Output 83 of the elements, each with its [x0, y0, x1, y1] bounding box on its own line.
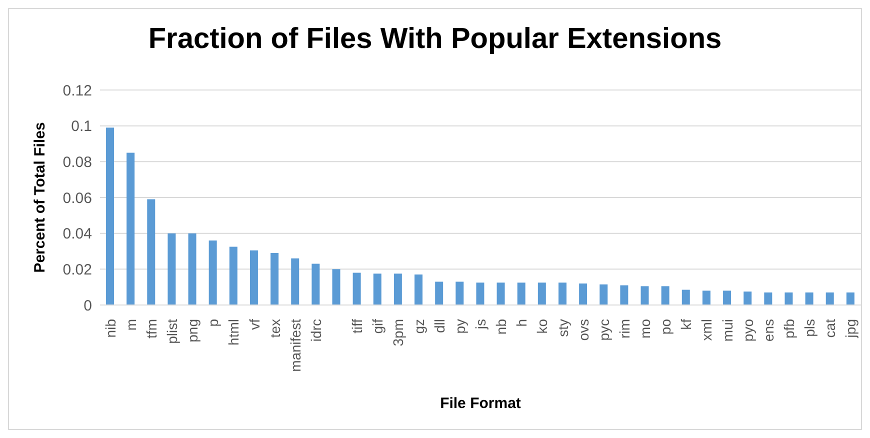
x-tick-label: gif [370, 318, 386, 334]
bar [579, 284, 588, 305]
bar [538, 282, 546, 305]
x-tick-label: kf [678, 318, 694, 330]
bar [620, 285, 628, 305]
bar [640, 286, 649, 305]
x-tick-label: p [205, 318, 222, 327]
x-tick-label: png [184, 319, 201, 342]
bar [126, 152, 135, 305]
x-tick-label: mui [719, 319, 736, 342]
bar [435, 282, 444, 305]
x-tick-label: dll [431, 319, 448, 334]
y-tick-label: 0.04 [62, 226, 92, 243]
x-tick-label: xml [698, 319, 715, 341]
bar [168, 233, 176, 305]
bar [805, 292, 814, 305]
bar [826, 292, 834, 305]
bar [600, 284, 608, 305]
bar [414, 274, 423, 305]
x-tick-label: mo [637, 318, 654, 338]
bar [373, 274, 382, 305]
bar [188, 233, 196, 305]
bar [764, 292, 772, 305]
bar [784, 292, 793, 305]
bar [702, 290, 710, 305]
x-tick-label: sty [554, 319, 571, 337]
bar [496, 282, 505, 305]
y-tick-label: 0.1 [71, 118, 92, 136]
x-tick-label: tex [266, 319, 283, 338]
y-tick-label: 0.06 [62, 190, 92, 207]
x-tick-label: nb [493, 318, 510, 335]
x-tick-label: manifest [287, 318, 304, 372]
x-tick-label: js [472, 319, 488, 330]
x-tick-label: m [122, 319, 139, 331]
bar [456, 282, 464, 305]
x-tick-label: nib [102, 318, 118, 338]
x-tick-label: html [226, 319, 242, 346]
bar [352, 272, 361, 305]
x-axis-title: File Format [439, 395, 522, 412]
bar [291, 258, 300, 305]
bar [558, 282, 566, 305]
bar [846, 292, 854, 305]
bar [208, 240, 217, 305]
y-axis-title: Percent of Total Files [31, 122, 48, 273]
bar [250, 250, 258, 305]
x-tick-label: tfm [143, 319, 160, 338]
bar [312, 264, 320, 305]
bar [106, 128, 114, 305]
chart-title: Fraction of Files With Popular Extensions [147, 23, 723, 56]
x-tick-label: idrc [308, 319, 324, 342]
x-tick-label: pyc [596, 319, 612, 341]
bar [147, 199, 156, 305]
bar [517, 282, 526, 305]
x-tick-label: po [658, 318, 674, 335]
y-tick-label: 0.12 [62, 82, 92, 100]
x-tick-label: plist [164, 318, 180, 344]
x-tick-label: jpg [842, 319, 859, 339]
x-tick-label: tiff [349, 318, 366, 334]
y-tick-label: 0.02 [62, 261, 92, 278]
x-tick-label: gz [410, 319, 427, 334]
x-tick-label: ovs [575, 319, 592, 341]
bar [661, 286, 670, 305]
bar [476, 282, 484, 305]
bar [744, 292, 752, 305]
x-tick-label: cat [822, 318, 838, 338]
x-tick-label: 3pm [390, 319, 406, 346]
bar [682, 290, 690, 305]
x-tick-label: pyo [740, 318, 756, 342]
bar [394, 274, 402, 305]
x-tick-label: vf [246, 318, 262, 330]
x-tick-label: ens [760, 319, 776, 342]
y-tick-label: 0.08 [62, 154, 92, 171]
bar [332, 269, 340, 305]
x-tick-label: h [514, 319, 530, 327]
x-tick-label: rim [616, 319, 632, 338]
bar [723, 290, 732, 305]
y-tick-label: 0 [84, 297, 92, 314]
x-tick-label: py [452, 319, 468, 334]
x-tick-label: ko [534, 318, 550, 334]
bar [229, 246, 238, 305]
x-tick-label: pls [802, 319, 818, 337]
x-tick-label: pfb [781, 318, 798, 338]
bar [270, 253, 279, 305]
